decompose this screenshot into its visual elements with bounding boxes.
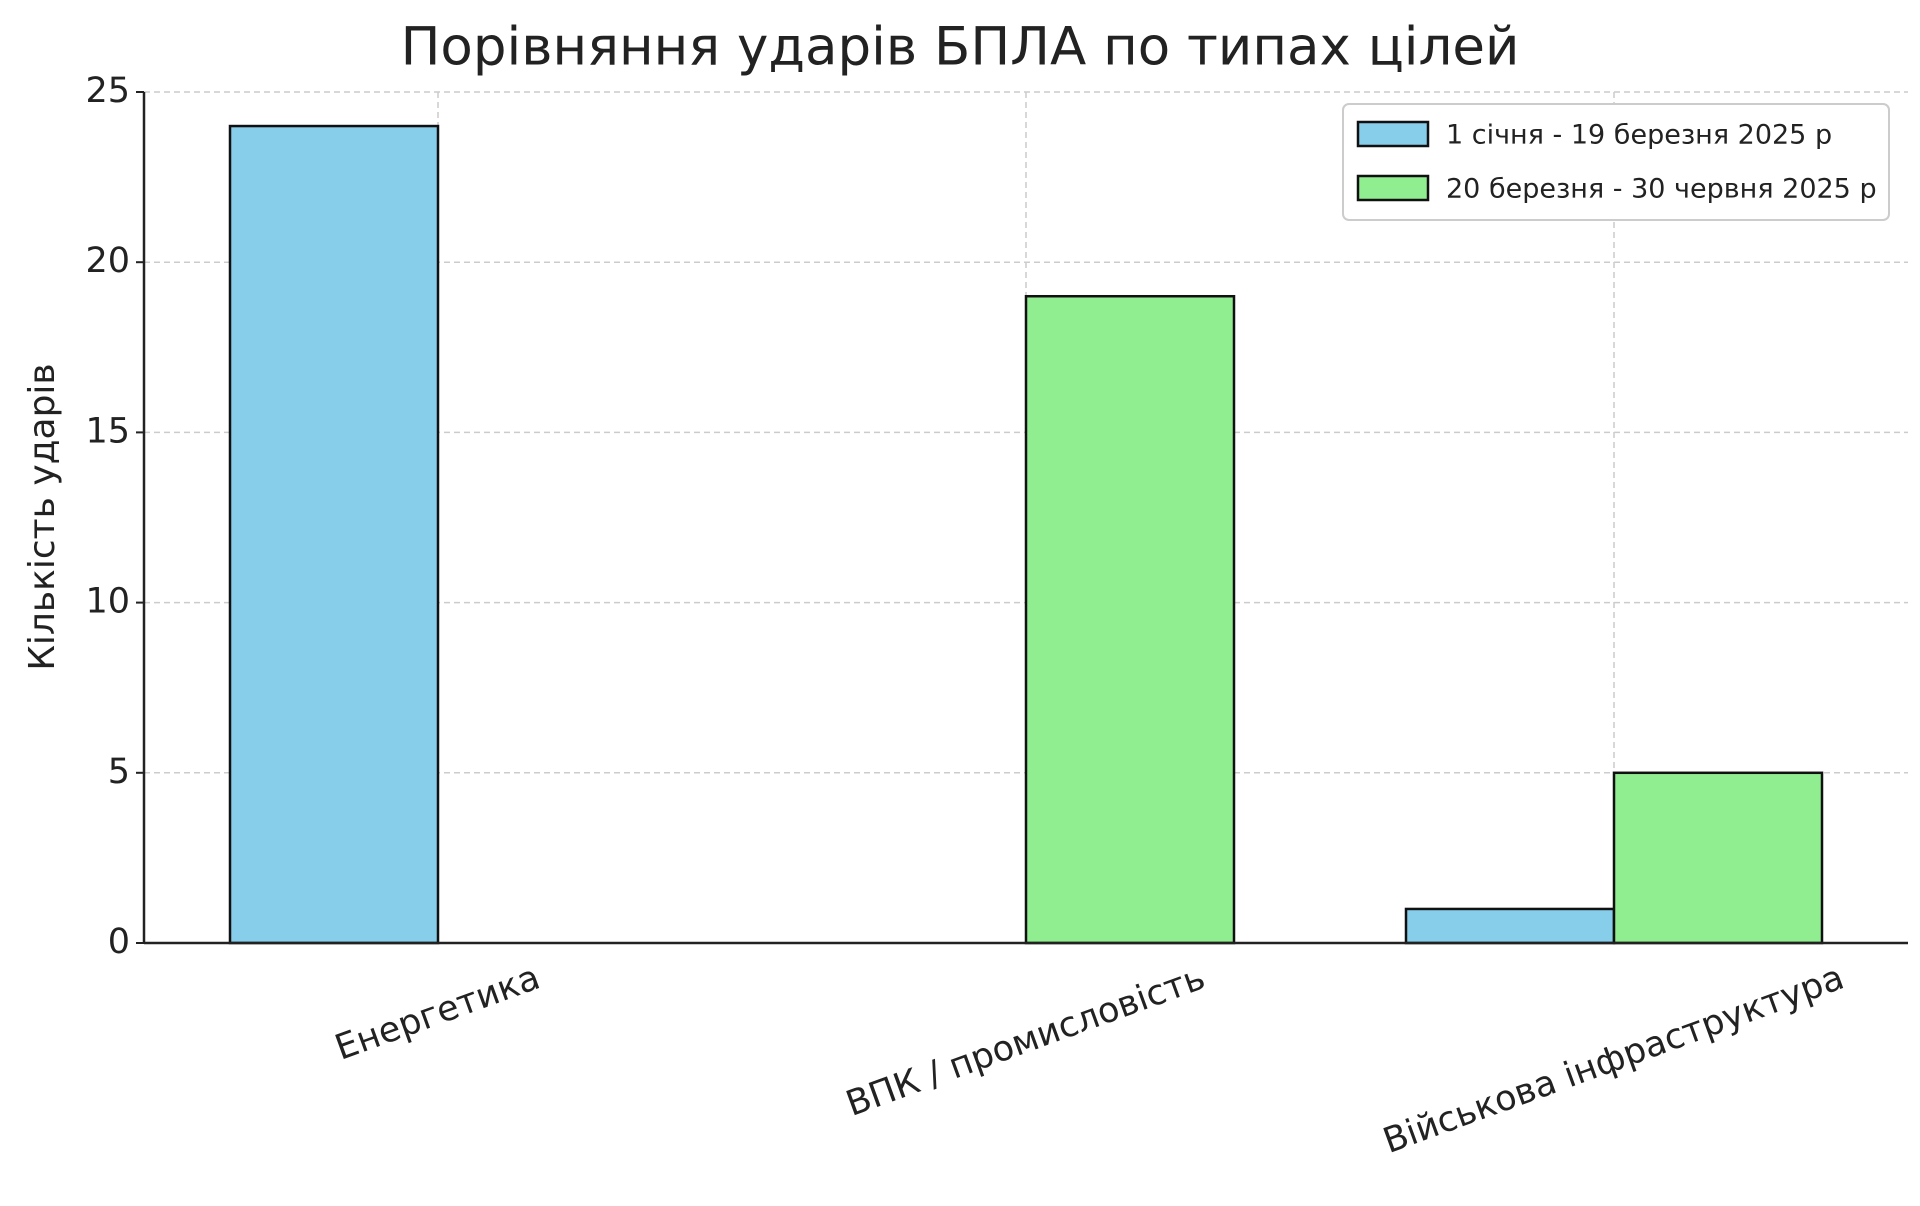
y-tick-label: 0: [108, 922, 130, 962]
y-tick-label: 10: [85, 582, 130, 622]
y-tick-label: 15: [85, 411, 130, 451]
bar: [1612, 771, 1824, 945]
y-tick-label: 25: [85, 71, 130, 111]
legend-swatch: [1356, 174, 1430, 202]
y-tick-label: 20: [85, 241, 130, 281]
legend-label: 20 березня - 30 червня 2025 р: [1446, 174, 1877, 205]
legend-label: 1 січня - 19 березня 2025 р: [1446, 120, 1832, 151]
bar: [1024, 294, 1236, 945]
bar: [1404, 907, 1616, 945]
legend-swatch: [1356, 120, 1430, 148]
legend-frame: [1342, 103, 1890, 221]
y-tick-label: 5: [108, 752, 130, 792]
bar: [228, 124, 440, 945]
y-axis-label: Кількість ударів: [22, 363, 63, 670]
chart-title: Порівняння ударів БПЛА по типах цілей: [401, 17, 1520, 78]
legend: 1 січня - 19 березня 2025 р 20 березня - …: [1342, 103, 1890, 221]
